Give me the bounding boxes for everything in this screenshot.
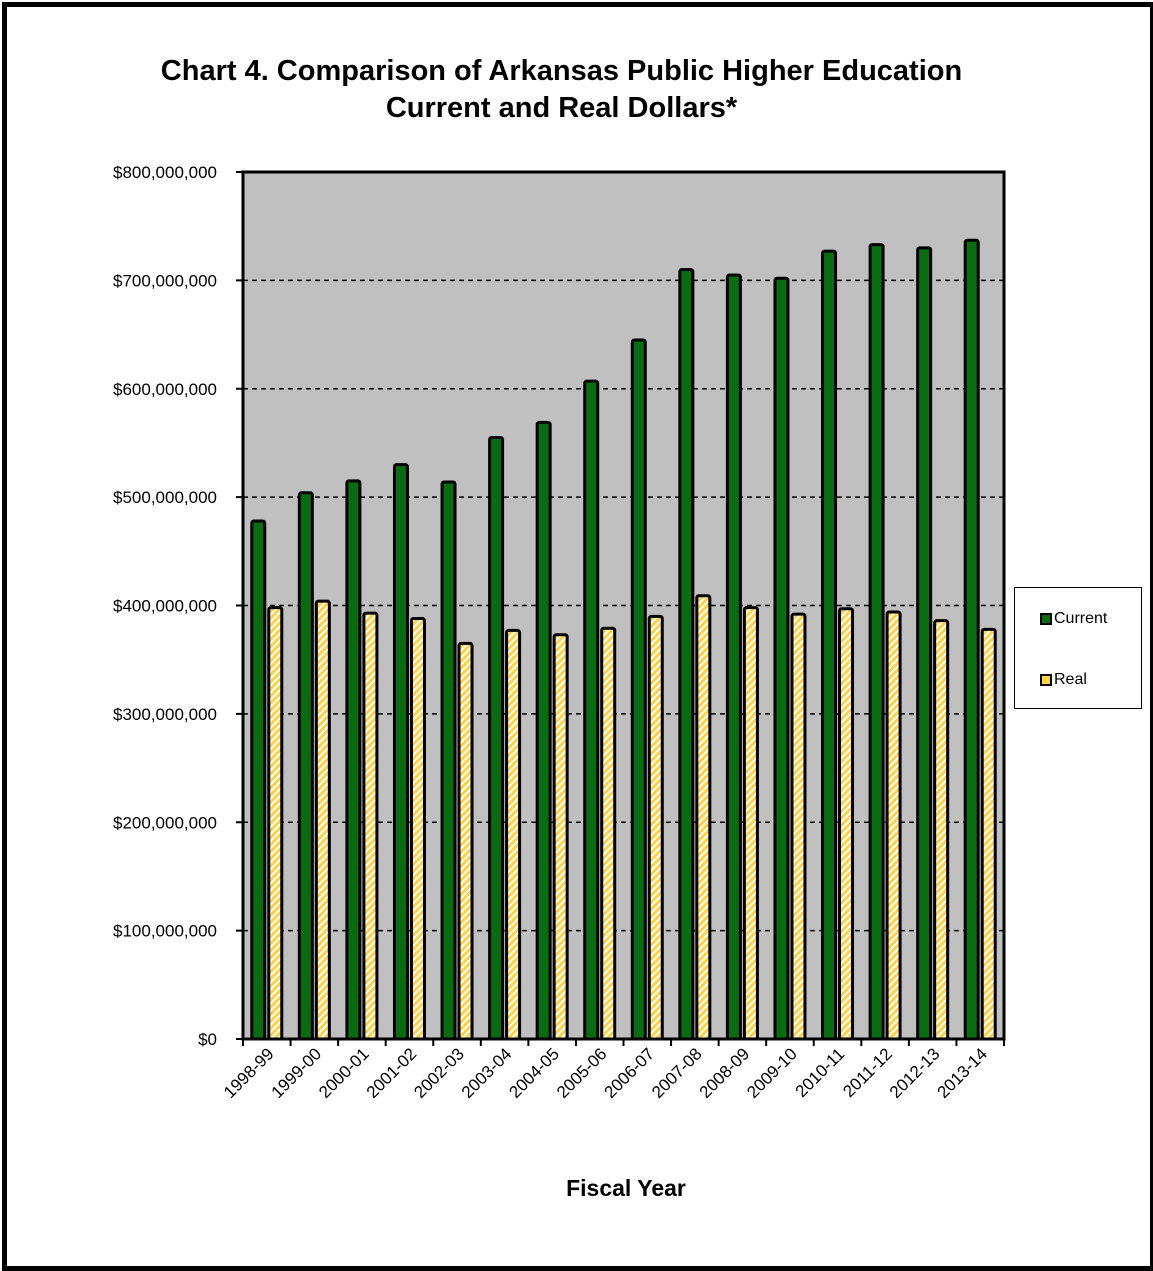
x-tick-label: 2010-11 [792,1044,849,1101]
bar-current [821,249,838,1041]
bar-real [409,617,426,1041]
x-tick-label: 2002-03 [410,1044,468,1102]
bar-current [583,379,600,1041]
y-tick-label: $100,000,000 [113,922,217,941]
bar-current [440,480,457,1041]
bar-real [647,614,664,1041]
plot-border [241,170,1006,1041]
bar-current [963,238,980,1041]
bar-real [838,607,855,1041]
x-tick-label: 2012-13 [886,1044,944,1102]
bar-current [535,420,552,1041]
bar-current [868,243,885,1041]
y-tick-label: $400,000,000 [113,597,217,616]
chart-title: Chart 4. Comparison of Arkansas Public H… [160,55,963,87]
bar-current [725,273,742,1041]
bar-real [885,610,902,1041]
bar-real [600,626,617,1041]
x-tick-label: 2008-09 [696,1044,754,1102]
legend-swatch-real [1040,674,1052,686]
chart-subtitle: Current and Real Dollars* [385,92,738,124]
bar-real [695,594,712,1041]
bar-real [790,612,807,1041]
x-tick-label: 2005-06 [553,1044,611,1102]
x-axis-title: Fiscal Year [566,1175,686,1201]
bar-current [678,268,695,1041]
bar-current [297,491,314,1041]
x-tick-label: 2013-14 [933,1044,991,1102]
bar-real [933,619,950,1041]
bar-current [392,463,409,1041]
bar-current [345,479,362,1041]
y-tick-label: $700,000,000 [113,271,217,290]
y-tick-label: $800,000,000 [113,163,217,182]
legend-item-real: Real [1040,671,1087,689]
legend-item-current: Current [1040,610,1107,628]
y-tick-label: $300,000,000 [113,705,217,724]
bar-real [314,599,331,1041]
bar-real [505,628,522,1041]
x-tick-label: 2009-10 [743,1044,801,1102]
bar-current [250,519,267,1041]
legend-swatch-current [1040,613,1052,625]
bar-real [267,606,284,1041]
x-tick-label: 2001-02 [363,1044,421,1102]
x-tick-label: 1998-99 [220,1044,278,1102]
bar-current [773,276,790,1041]
legend-label-current: Current [1054,610,1108,627]
x-tick-label: 2011-12 [839,1044,896,1101]
x-tick-label: 1999-00 [268,1044,326,1102]
bar-current [630,338,647,1041]
x-tick-label: 2003-04 [458,1044,516,1102]
y-tick-label: $500,000,000 [113,488,217,507]
chart-legend: Current Real [1014,587,1142,709]
x-tick-label: 2006-07 [601,1044,659,1102]
bar-real [457,641,474,1041]
bar-real [362,611,379,1041]
y-tick-label: $0 [198,1030,217,1049]
bar-current [488,436,505,1041]
y-tick-label: $200,000,000 [113,813,217,832]
x-tick-label: 2004-05 [505,1044,563,1102]
x-tick-label: 2007-08 [648,1044,706,1102]
bar-current [916,246,933,1041]
x-tick-label: 2000-01 [315,1044,373,1102]
bar-real [742,606,759,1041]
bar-real [552,633,569,1041]
legend-label-real: Real [1054,671,1087,688]
bar-real [980,627,997,1041]
y-tick-label: $600,000,000 [113,380,217,399]
